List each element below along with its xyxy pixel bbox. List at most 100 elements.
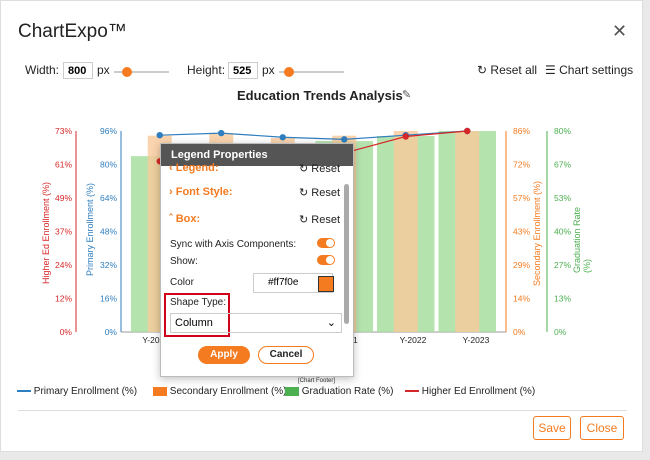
save-button[interactable]: Save xyxy=(533,416,571,440)
tick-label-secondary: 57% xyxy=(513,193,530,203)
tick-label-primary: 96% xyxy=(100,126,117,136)
tick-label-graduation: 27% xyxy=(554,260,571,270)
height-unit: px xyxy=(262,63,275,77)
reset-all-label: Reset all xyxy=(490,63,538,77)
legend-reset-button[interactable]: ↻ Reset xyxy=(299,163,341,175)
secondary-bar xyxy=(393,131,418,332)
highlight-box xyxy=(164,293,230,337)
height-slider-track[interactable] xyxy=(279,71,344,73)
legend-column-icon xyxy=(285,386,299,396)
legend-properties-panel: Legend Properties ‹ Legend: ↻ Reset › Fo… xyxy=(160,143,354,377)
shape-type-value: Column xyxy=(175,317,213,329)
chevron-right-icon: › xyxy=(169,186,173,198)
chevron-up-icon: ˆ xyxy=(169,213,173,225)
primary-point xyxy=(279,134,286,141)
legend-section-toggle[interactable]: ‹ Legend: xyxy=(169,162,219,174)
chart-settings-label: Chart settings xyxy=(559,63,634,77)
chart-title[interactable]: Education Trends Analysis xyxy=(237,88,403,103)
tick-label-graduation: 53% xyxy=(554,193,571,203)
panel-header: Legend Properties xyxy=(161,144,353,166)
legend-item-secondary[interactable]: Secondary Enrollment (%) xyxy=(153,386,287,397)
height-input[interactable]: 525 xyxy=(228,62,258,79)
show-label: Show: xyxy=(170,256,198,267)
secondary-bar xyxy=(455,131,480,332)
height-slider-knob[interactable] xyxy=(284,67,294,77)
shape-type-select[interactable]: Column ⌄ xyxy=(170,313,342,333)
tick-label-primary: 32% xyxy=(100,260,117,270)
height-label: Height: xyxy=(187,63,226,77)
tick-label-graduation: 40% xyxy=(554,227,571,237)
primary-point xyxy=(218,129,225,137)
width-unit: px xyxy=(97,63,110,77)
legend-line-icon xyxy=(17,390,31,393)
legend-item-primary[interactable]: Primary Enrollment (%) xyxy=(17,386,137,397)
close-button[interactable]: Close xyxy=(580,416,624,440)
width-slider-track[interactable] xyxy=(114,71,169,73)
higher-ed-point xyxy=(464,127,471,135)
box-reset-button[interactable]: ↻ Reset xyxy=(299,214,341,226)
width-label: Width: xyxy=(25,63,60,77)
color-swatch[interactable] xyxy=(318,276,334,292)
app-title: ChartExpo™ xyxy=(18,21,127,42)
reset-all-button[interactable]: ↻ Reset all xyxy=(477,63,537,77)
close-icon[interactable]: ✕ xyxy=(612,21,628,41)
tick-label-secondary: 72% xyxy=(513,160,530,170)
tick-label-primary: 16% xyxy=(100,294,117,304)
width-input[interactable]: 800 xyxy=(63,62,93,79)
chart-settings-button[interactable]: ☰ Chart settings xyxy=(545,63,633,77)
primary-point xyxy=(156,131,163,139)
font-style-section-toggle[interactable]: › Font Style: xyxy=(169,186,233,198)
edit-title-icon[interactable]: ✎ xyxy=(402,89,412,101)
primary-point xyxy=(341,136,348,143)
tick-label-primary: 48% xyxy=(100,227,117,237)
legend-line-icon xyxy=(405,390,419,393)
tick-label-primary: 64% xyxy=(100,193,117,203)
tick-label-graduation: 0% xyxy=(554,327,567,337)
tick-label-graduation: 67% xyxy=(554,160,571,170)
width-slider-knob[interactable] xyxy=(122,67,132,77)
reset-icon: ↻ xyxy=(477,63,488,77)
legend-item-graduation[interactable]: Graduation Rate (%) xyxy=(285,386,394,397)
axis-label-primary[interactable]: Primary Enrollment (%) xyxy=(85,182,95,276)
legend-item-higher-ed[interactable]: Higher Ed Enrollment (%) xyxy=(405,386,535,397)
tick-label-secondary: 43% xyxy=(513,227,530,237)
tick-label-higher_ed: 0% xyxy=(60,327,73,337)
cancel-button[interactable]: Cancel xyxy=(258,346,314,364)
show-toggle[interactable] xyxy=(317,255,335,265)
panel-scrollbar[interactable] xyxy=(344,184,349,324)
chart-settings-dialog: ChartExpo™ ✕ Width: 800 px Height: 525 p… xyxy=(0,0,643,452)
primary-line xyxy=(159,130,468,140)
tick-label-higher_ed: 37% xyxy=(55,227,72,237)
legend-column-icon xyxy=(153,386,167,396)
divider xyxy=(18,410,627,411)
tick-label-graduation: 13% xyxy=(554,294,571,304)
tick-label-secondary: 14% xyxy=(513,294,530,304)
axis-label-higher-ed[interactable]: Higher Ed Enrollment (%) xyxy=(41,181,51,284)
tick-label-primary: 0% xyxy=(105,327,118,337)
sync-toggle[interactable] xyxy=(317,238,335,248)
higher-ed-point xyxy=(402,133,409,140)
chevron-down-icon: ⌄ xyxy=(326,317,336,329)
tick-label-higher_ed: 24% xyxy=(55,260,72,270)
tick-label-secondary: 0% xyxy=(513,327,526,337)
x-tick-label: Y-2023 xyxy=(463,335,490,345)
box-section-toggle[interactable]: ˆ Box: xyxy=(169,213,201,225)
chart-footer[interactable]: [Chart Footer] xyxy=(298,378,336,384)
chevron-icon: ‹ xyxy=(169,162,173,174)
tick-label-higher_ed: 49% xyxy=(55,193,72,203)
settings-sliders-icon: ☰ xyxy=(545,63,556,77)
tick-label-higher_ed: 61% xyxy=(55,160,72,170)
x-tick-label: Y-20 xyxy=(142,335,159,345)
font-style-reset-button[interactable]: ↻ Reset xyxy=(299,187,341,199)
tick-label-graduation: 80% xyxy=(554,126,571,136)
tick-label-higher_ed: 73% xyxy=(55,126,72,136)
axis-label-graduation[interactable]: Graduation Rate (%) xyxy=(572,206,592,273)
tick-label-secondary: 29% xyxy=(513,260,530,270)
apply-button[interactable]: Apply xyxy=(198,346,250,364)
tick-label-higher_ed: 12% xyxy=(55,294,72,304)
sync-label: Sync with Axis Components: xyxy=(170,239,297,250)
axis-label-secondary[interactable]: Secondary Enrollment (%) xyxy=(532,180,542,286)
tick-label-secondary: 86% xyxy=(513,126,530,136)
shape-type-label: Shape Type: xyxy=(170,297,226,308)
color-label: Color xyxy=(170,277,194,288)
